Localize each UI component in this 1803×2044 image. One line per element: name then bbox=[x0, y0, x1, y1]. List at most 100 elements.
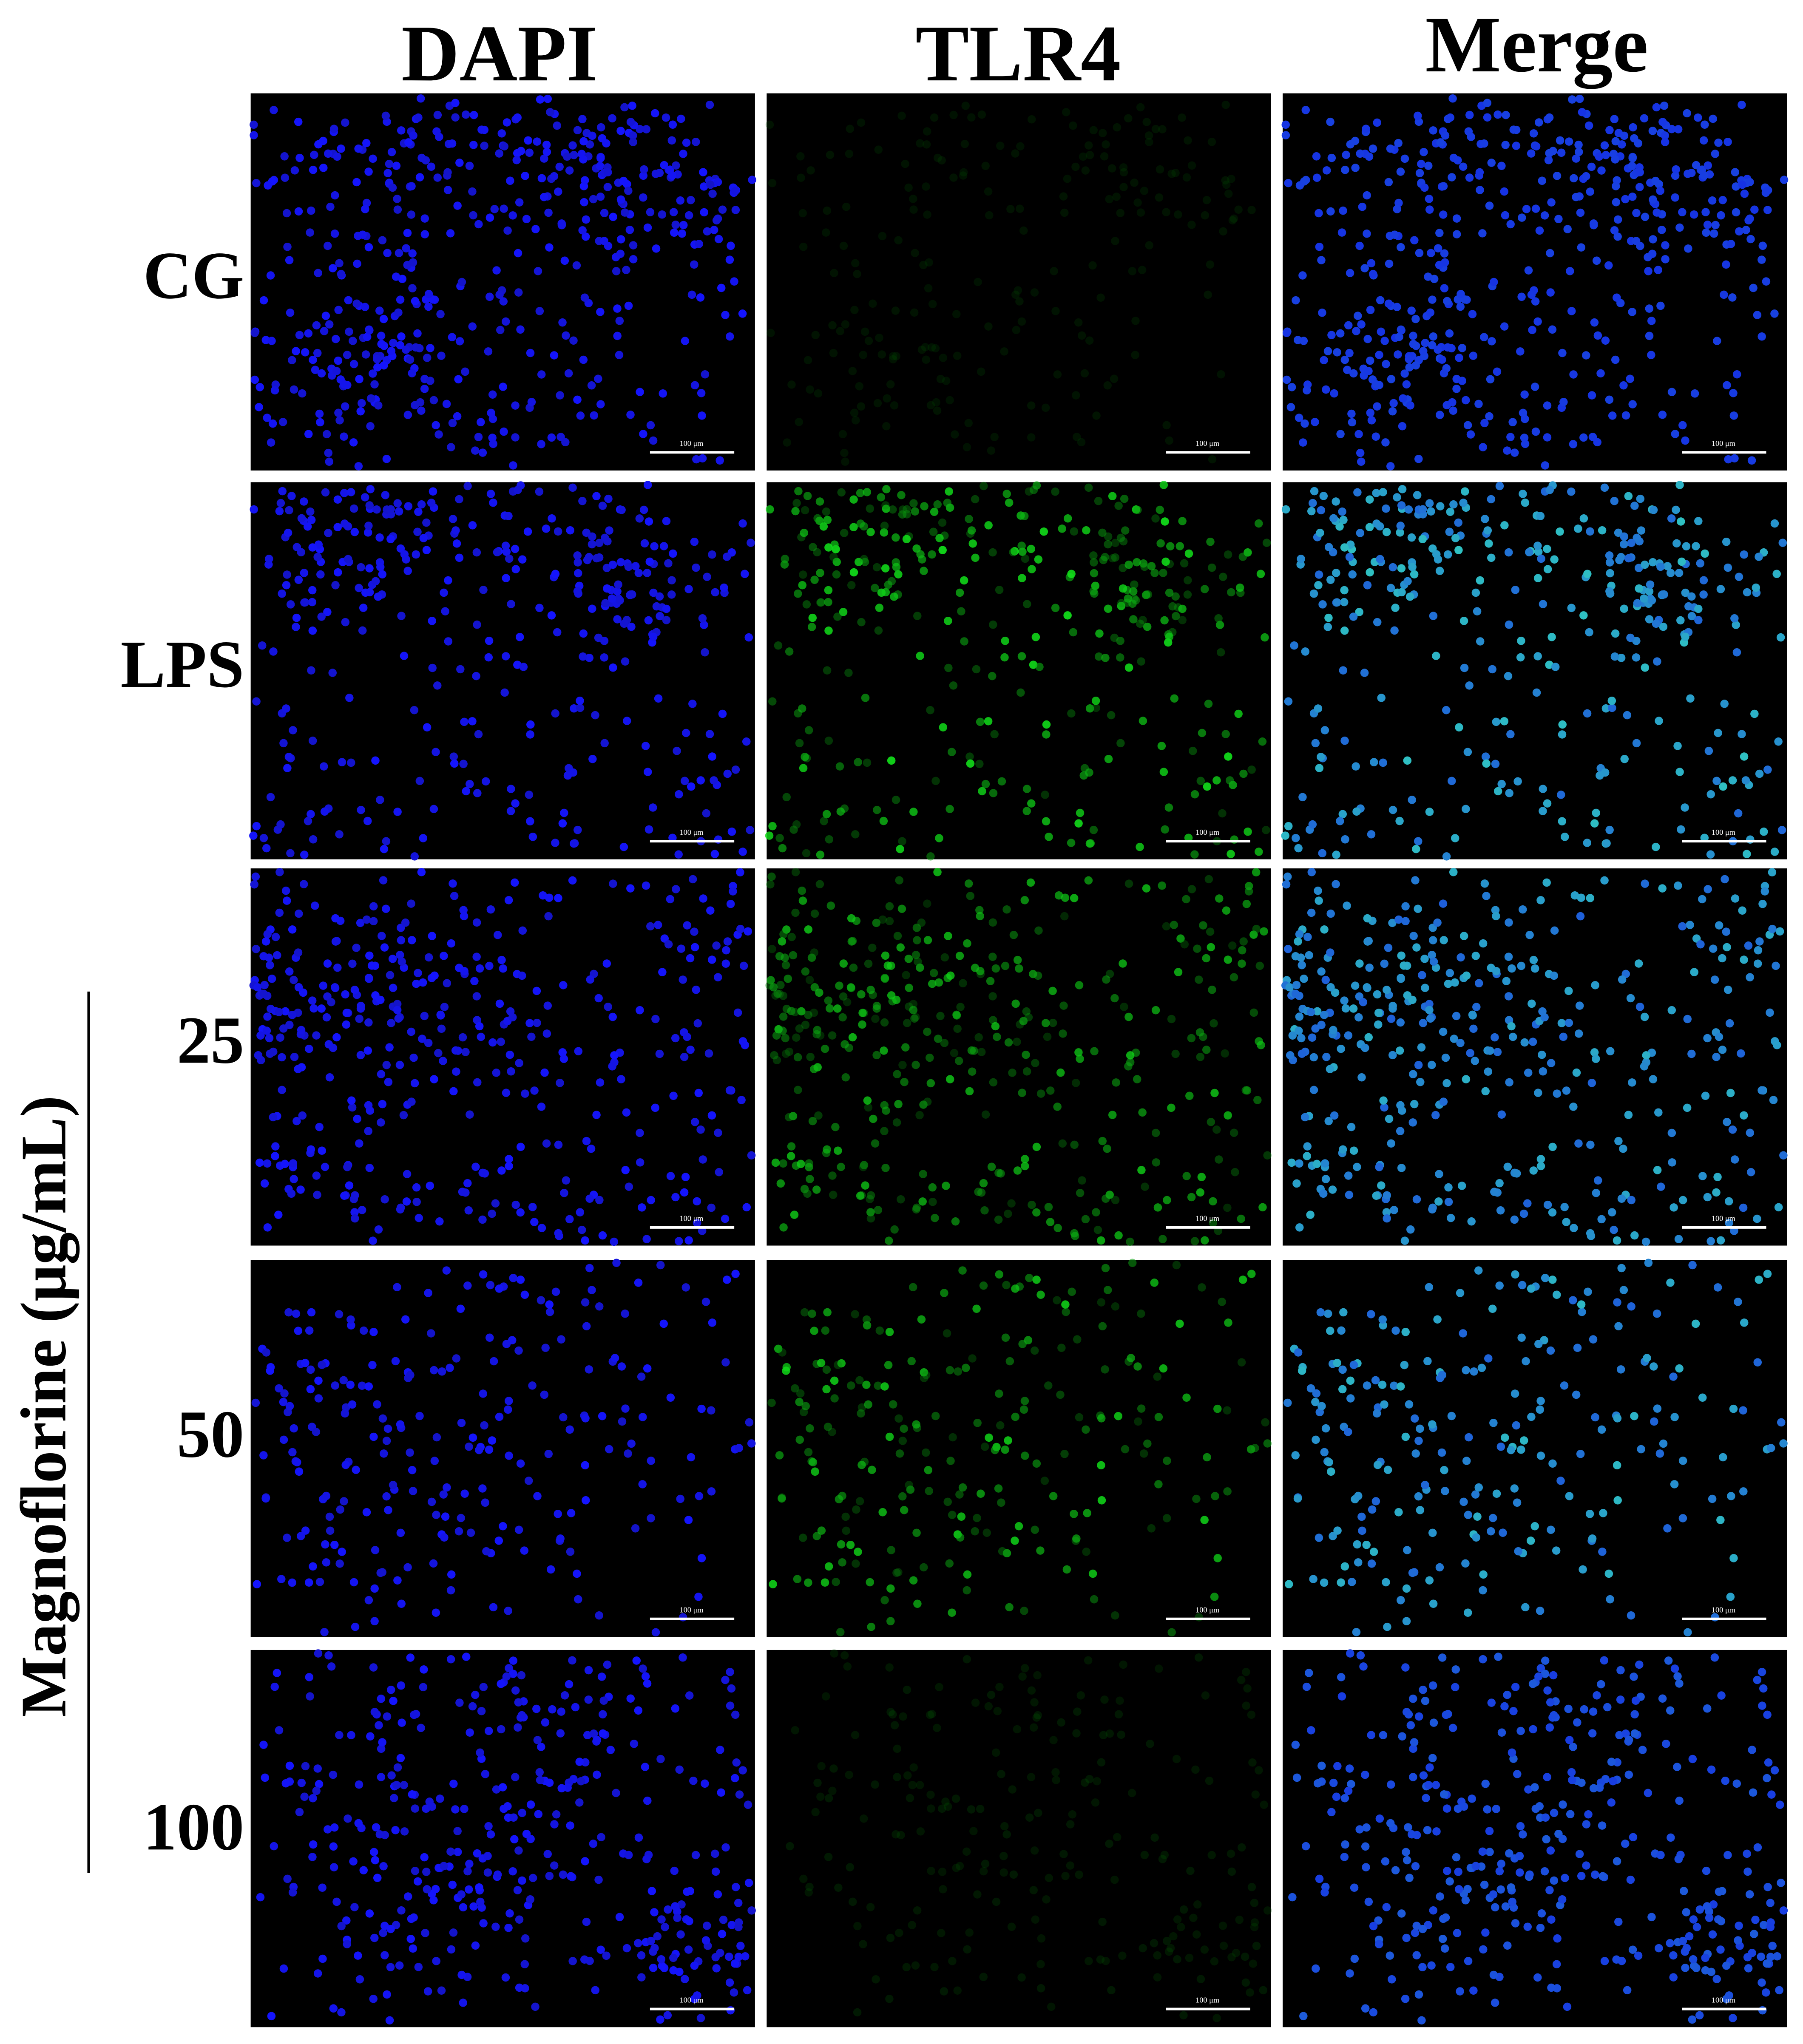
cell bbox=[309, 835, 318, 844]
cell bbox=[354, 1819, 363, 1828]
cell bbox=[1405, 1400, 1414, 1409]
cell bbox=[1635, 183, 1644, 191]
cell bbox=[483, 1852, 492, 1860]
cell bbox=[1186, 1866, 1195, 1875]
cell bbox=[1749, 283, 1758, 292]
cell bbox=[505, 1155, 513, 1163]
cell bbox=[1333, 598, 1341, 607]
cell bbox=[1042, 1895, 1051, 1904]
cell bbox=[1577, 243, 1586, 252]
cell bbox=[1133, 1075, 1141, 1083]
cell bbox=[511, 401, 520, 410]
cell bbox=[1108, 554, 1117, 563]
cell bbox=[804, 1578, 812, 1587]
cell bbox=[977, 1489, 985, 1498]
cell bbox=[266, 1049, 274, 1058]
cell bbox=[423, 1987, 432, 1996]
cell bbox=[305, 1673, 314, 1681]
cell bbox=[965, 752, 974, 761]
cell bbox=[324, 1651, 333, 1660]
cell bbox=[1543, 1200, 1552, 1209]
cell bbox=[593, 1770, 601, 1779]
cell bbox=[1411, 1414, 1419, 1423]
cell bbox=[1400, 1361, 1409, 1369]
cell bbox=[666, 1393, 675, 1402]
cell bbox=[828, 1171, 837, 1180]
cell bbox=[410, 852, 419, 861]
cell bbox=[1048, 1018, 1057, 1027]
cell bbox=[1119, 163, 1128, 172]
cell bbox=[767, 872, 776, 881]
cell bbox=[1313, 1007, 1322, 1016]
cell bbox=[1575, 94, 1584, 103]
cell bbox=[555, 162, 564, 171]
cell bbox=[1441, 258, 1449, 267]
cell bbox=[1073, 1335, 1082, 1344]
cell bbox=[1506, 220, 1515, 229]
cell bbox=[262, 844, 271, 853]
cell bbox=[338, 1548, 346, 1556]
cell bbox=[837, 488, 846, 497]
cell bbox=[369, 1848, 378, 1857]
cell bbox=[979, 1867, 988, 1876]
cell bbox=[1074, 819, 1083, 828]
cell bbox=[1746, 1128, 1755, 1137]
cell bbox=[441, 1512, 450, 1521]
cell bbox=[1739, 1203, 1748, 1212]
cell bbox=[315, 1578, 324, 1586]
cell bbox=[396, 295, 405, 304]
cell bbox=[395, 249, 403, 258]
cell bbox=[1674, 1235, 1683, 1243]
cell bbox=[370, 1933, 379, 1942]
cell bbox=[819, 522, 828, 531]
cell bbox=[323, 241, 332, 250]
cell bbox=[276, 1033, 284, 1042]
cell bbox=[1191, 1765, 1200, 1774]
cell bbox=[1242, 1701, 1250, 1710]
cell bbox=[1315, 242, 1324, 251]
cell bbox=[1629, 123, 1637, 132]
cell bbox=[388, 955, 397, 963]
cell bbox=[1221, 100, 1230, 109]
cell bbox=[1624, 492, 1633, 501]
cell bbox=[875, 334, 883, 342]
cell bbox=[471, 1162, 480, 1171]
cell bbox=[1713, 1173, 1722, 1181]
cell bbox=[1435, 1170, 1443, 1179]
cell bbox=[1158, 881, 1166, 890]
cell bbox=[501, 541, 510, 550]
cell bbox=[1445, 527, 1454, 536]
cell bbox=[417, 868, 426, 876]
cell bbox=[616, 558, 625, 567]
cell bbox=[1150, 1939, 1158, 1948]
cell bbox=[713, 1890, 722, 1899]
cell bbox=[1063, 174, 1072, 183]
cell bbox=[1391, 1326, 1400, 1335]
cell bbox=[363, 1046, 372, 1055]
cell bbox=[1681, 588, 1690, 597]
cell bbox=[795, 418, 803, 426]
cell bbox=[1185, 1953, 1194, 1962]
cell bbox=[484, 1726, 493, 1735]
cell bbox=[606, 1746, 615, 1754]
cell bbox=[364, 167, 373, 176]
cell bbox=[600, 237, 609, 245]
cell bbox=[429, 1559, 438, 1568]
cell bbox=[592, 554, 601, 563]
cell bbox=[252, 822, 261, 831]
cell bbox=[1532, 142, 1541, 150]
cell bbox=[1009, 931, 1018, 939]
cell bbox=[938, 1804, 946, 1813]
cell bbox=[1345, 349, 1354, 357]
cell bbox=[399, 1111, 408, 1120]
cell bbox=[829, 1764, 838, 1773]
cell bbox=[309, 355, 317, 364]
cell bbox=[622, 1944, 631, 1953]
cell bbox=[915, 1111, 924, 1120]
cell bbox=[1167, 170, 1176, 178]
cell bbox=[252, 945, 261, 953]
cell bbox=[792, 820, 801, 829]
panel bbox=[1283, 1650, 1787, 2027]
cell bbox=[451, 99, 460, 107]
cell bbox=[537, 1296, 545, 1304]
